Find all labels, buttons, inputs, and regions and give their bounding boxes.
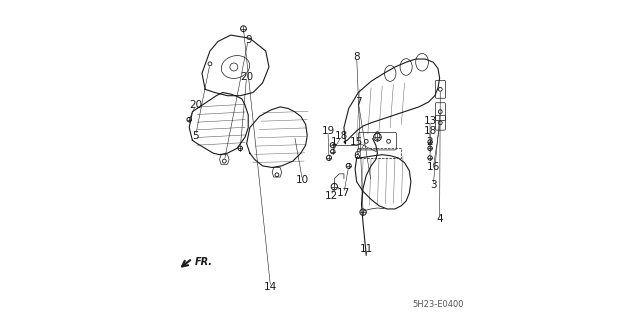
Text: 16: 16 <box>427 162 440 173</box>
Text: 2: 2 <box>427 137 433 147</box>
Text: 15: 15 <box>350 137 364 147</box>
Text: 4: 4 <box>436 213 443 224</box>
Text: 18: 18 <box>424 126 436 136</box>
Text: 5: 5 <box>192 130 199 141</box>
Text: 12: 12 <box>324 191 338 201</box>
Text: 17: 17 <box>337 188 351 198</box>
Text: 8: 8 <box>353 52 360 63</box>
Text: 7: 7 <box>355 97 362 107</box>
Text: 3: 3 <box>430 180 436 190</box>
Text: 11: 11 <box>360 244 373 254</box>
Text: 9: 9 <box>245 35 252 45</box>
Text: 1: 1 <box>331 137 338 147</box>
Text: FR.: FR. <box>195 256 212 267</box>
Text: 5H23-E0400: 5H23-E0400 <box>412 300 464 309</box>
Text: 6: 6 <box>353 151 360 161</box>
Text: 20: 20 <box>240 71 253 82</box>
Text: 14: 14 <box>264 282 277 292</box>
Text: 19: 19 <box>321 126 335 136</box>
Text: 13: 13 <box>424 116 436 126</box>
Text: 20: 20 <box>189 100 202 110</box>
Text: 18: 18 <box>335 130 348 141</box>
Text: 10: 10 <box>296 175 309 185</box>
